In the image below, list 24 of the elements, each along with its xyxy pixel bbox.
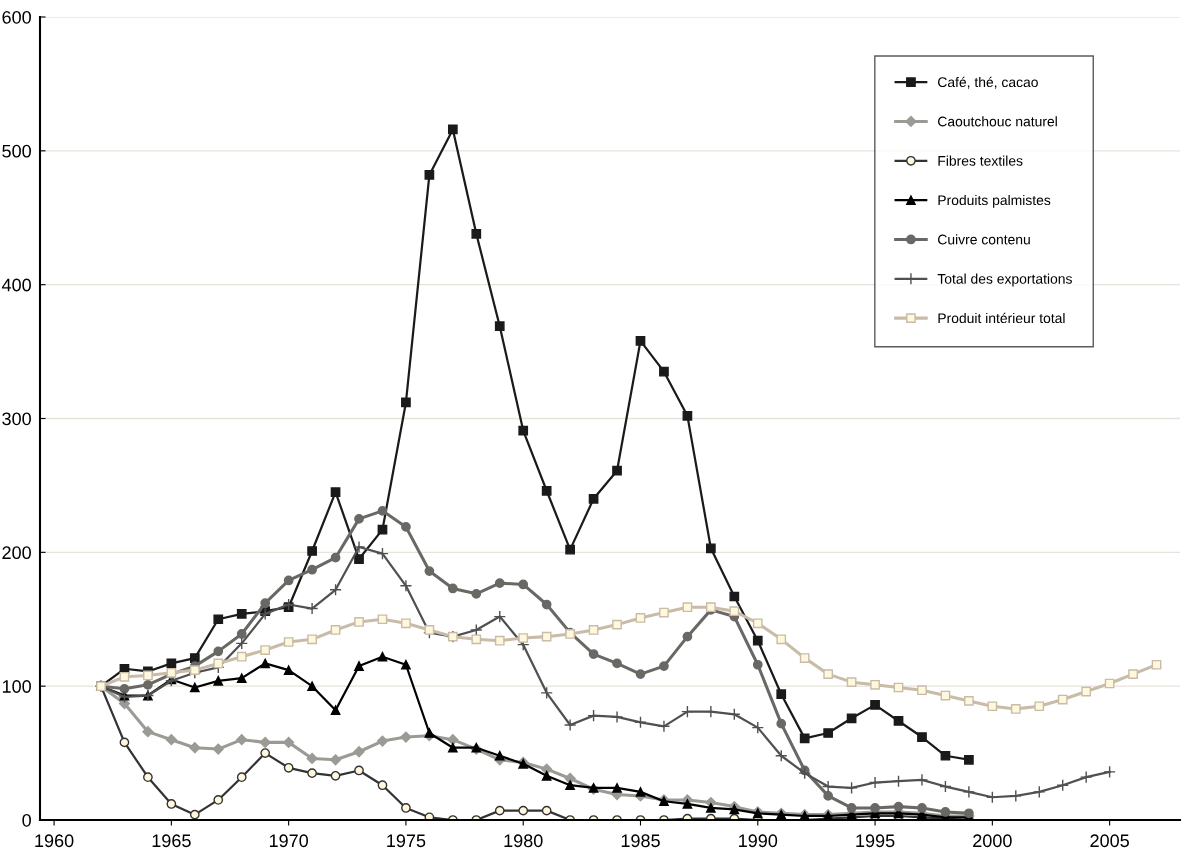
x-tick-label: 1960: [35, 834, 74, 848]
y-tick-label: 600: [2, 10, 31, 24]
y-tick-label: 200: [2, 546, 31, 560]
x-tick-label: 1975: [387, 834, 426, 848]
y-tick-label: 0: [22, 813, 31, 827]
x-tick-label: 1985: [621, 834, 660, 848]
x-tick-label: 1965: [152, 834, 191, 848]
legend-label: Total des exportations: [937, 273, 1072, 287]
y-tick-label: 300: [2, 412, 31, 426]
legend-label: Produit intérieur total: [938, 312, 1065, 324]
legend-label: Café, thé, cacao: [938, 76, 1038, 89]
x-tick-label: 1970: [269, 834, 309, 848]
legend-label: Cuivre contenu: [938, 234, 1030, 245]
y-tick-label: 100: [2, 680, 31, 693]
legend-label: Fibres textiles: [938, 155, 1023, 166]
y-tick-label: 400: [1, 278, 31, 292]
x-tick-label: 1990: [739, 834, 778, 848]
x-tick-label: 1980: [504, 834, 543, 848]
legend-label: Produits palmistes: [938, 194, 1051, 208]
x-tick-label: 2005: [1090, 834, 1129, 848]
legend-label: Caoutchouc naturel: [938, 116, 1057, 127]
x-tick-label: 1995: [856, 834, 895, 848]
x-tick-label: 2000: [973, 834, 1012, 848]
y-tick-label: 500: [2, 144, 31, 158]
